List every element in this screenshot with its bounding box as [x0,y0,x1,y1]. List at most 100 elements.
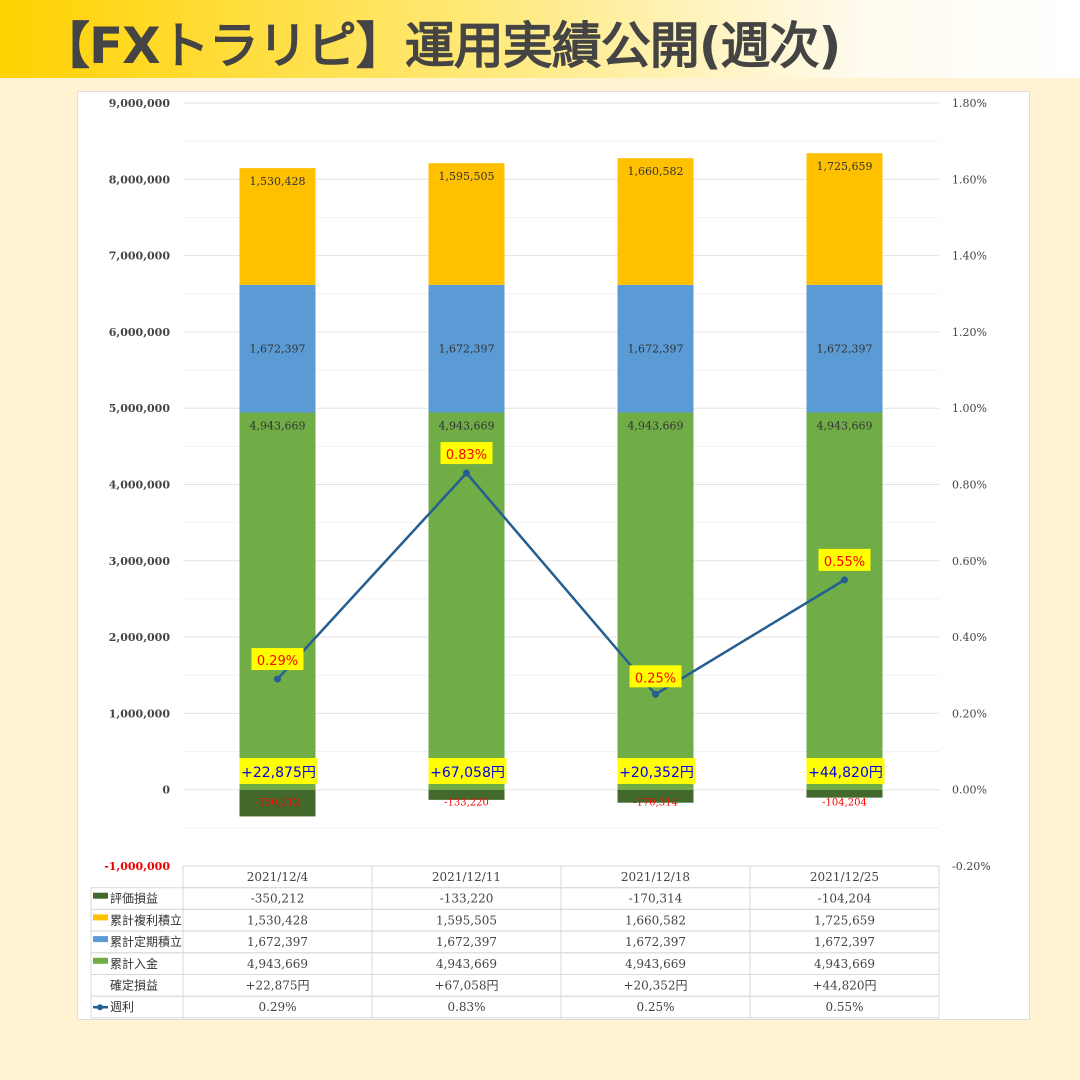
y-tick-label: 7,000,000 [109,250,171,263]
x-category-label: 2021/12/11 [432,870,501,884]
y-tick-label: 8,000,000 [109,173,171,186]
legend-swatch-icon [93,936,108,943]
table-cell: 0.55% [825,1000,863,1014]
bar-累計複利積立 [428,163,505,285]
realized-label: +20,352円 [619,765,694,781]
pct-label-box [440,442,493,465]
y-tick-label: 5,000,000 [109,402,171,415]
y-tick-label: 3,000,000 [109,555,171,568]
pct-label: 0.25% [635,671,676,686]
table-cell: +67,058円 [434,979,498,993]
line-point [841,576,848,584]
x-category-label: 2021/12/4 [247,870,309,884]
y-tick-label: -1,000,000 [104,860,170,873]
table-cell: 0.25% [636,1000,674,1014]
data-label-評価損益: -350,212 [255,798,300,809]
bar-累計入金 [617,412,694,790]
table-cell: -104,204 [818,892,872,906]
data-label: 1,530,428 [250,175,306,188]
table-cell: 4,943,669 [814,957,875,971]
realized-label-box [239,758,318,784]
y2-tick-label: 0.20% [952,707,987,720]
y-tick-label: 0 [162,784,170,797]
data-label: 4,943,669 [628,419,684,432]
table-cell: +20,352円 [623,979,687,993]
legend-marker-icon [97,1004,103,1011]
legend-label: 評価損益 [110,891,158,906]
table-cell: 1,672,397 [625,935,686,949]
bar-評価損益 [428,789,505,800]
bar-累計複利積立 [617,158,694,285]
realized-label-box [806,758,885,784]
legend-label: 週利 [110,1000,134,1014]
data-label: 1,660,582 [628,165,684,178]
table-cell: 1,725,659 [814,913,875,927]
pct-label: 0.83% [446,448,487,463]
bar-累計定期積立 [428,284,505,413]
y2-tick-label: 0.00% [952,784,987,797]
bar-累計定期積立 [617,284,694,413]
bar-累計定期積立 [806,284,883,413]
table-cell: 1,530,428 [247,913,308,927]
bar-評価損益 [806,789,883,798]
table-cell: -170,314 [629,892,683,906]
line-point [274,675,281,683]
data-label-評価損益: -170,314 [633,798,678,809]
page-title: 【FXトラリピ】運用実績公開(週次) [40,17,841,75]
data-label: 1,672,397 [250,343,306,356]
pct-label: 0.55% [824,555,865,570]
legend-swatch-icon [93,957,108,964]
bar-累計定期積立 [239,284,316,413]
y-tick-label: 6,000,000 [109,326,171,339]
data-label-評価損益: -104,204 [822,798,867,809]
data-label: 1,672,397 [628,343,684,356]
legend-label: 確定損益 [110,978,158,993]
realized-label: +44,820円 [808,765,883,781]
y2-tick-label: 1.60% [952,173,987,186]
title-banner [0,0,1080,78]
table-cell: 1,672,397 [247,935,308,949]
y-tick-label: 1,000,000 [109,707,171,720]
table-cell: 0.29% [258,1000,296,1014]
y-tick-label: 9,000,000 [109,97,171,110]
y2-tick-label: 1.40% [952,250,987,263]
x-category-label: 2021/12/25 [810,870,879,884]
y2-tick-label: 0.60% [952,555,987,568]
bar-累計入金 [806,412,883,790]
data-label: 1,672,397 [439,343,495,356]
data-label: 1,725,659 [817,160,873,173]
bar-累計入金 [428,412,505,790]
pct-label-box [251,648,304,671]
realized-label-box [428,758,507,784]
y-tick-label: 4,000,000 [109,479,171,492]
table-cell: 1,672,397 [814,935,875,949]
bar-累計入金 [239,412,316,790]
realized-label: +22,875円 [241,765,316,781]
realized-label-box [617,758,696,784]
data-label: 4,943,669 [817,419,873,432]
table-cell: 1,672,397 [436,935,497,949]
legend-label: 累計複利積立 [110,912,182,927]
bar-評価損益 [617,789,694,803]
table-cell: 4,943,669 [436,957,497,971]
legend-swatch-icon [93,914,108,921]
table-cell: 4,943,669 [247,957,308,971]
data-label: 4,943,669 [439,419,495,432]
table-row [90,908,940,932]
bar-累計複利積立 [806,153,883,285]
y2-tick-label: 0.80% [952,479,987,492]
table-row [90,995,940,1019]
table-cell: 4,943,669 [625,957,686,971]
y2-tick-label: 1.00% [952,402,987,415]
data-label: 4,943,669 [250,419,306,432]
y2-tick-label: -0.20% [952,860,991,873]
pct-label-box [818,548,871,571]
table-cell: -350,212 [251,892,305,906]
data-label: 1,672,397 [817,343,873,356]
table-row [90,887,940,910]
realized-label: +67,058円 [430,765,505,781]
y2-tick-label: 1.20% [952,326,987,339]
data-label-評価損益: -133,220 [444,798,489,809]
bar-累計複利積立 [239,168,316,285]
